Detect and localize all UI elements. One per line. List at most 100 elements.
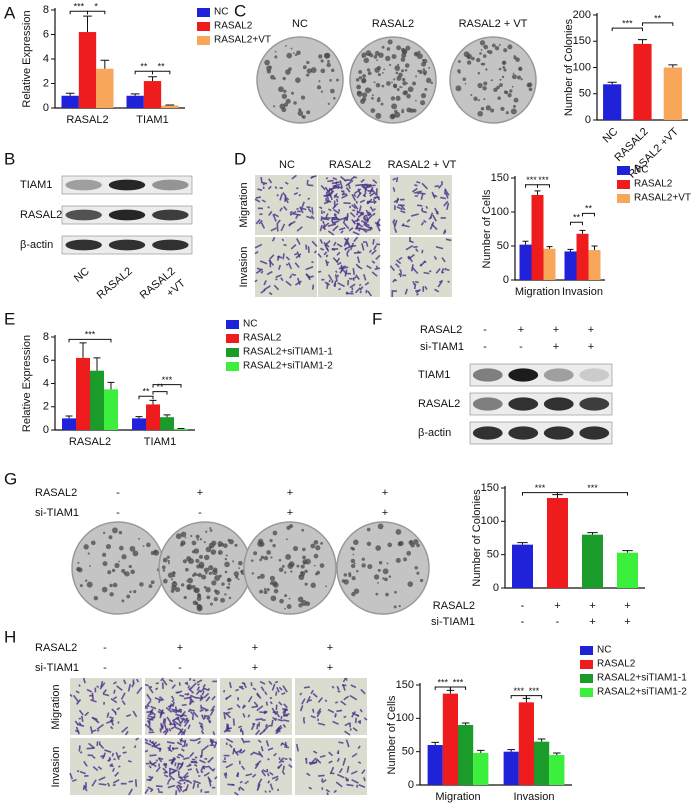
- micrograph: [70, 678, 142, 735]
- blot-band: [472, 368, 503, 382]
- cell: [99, 682, 106, 690]
- cell: [447, 280, 450, 283]
- cell: [358, 283, 362, 287]
- cell: [338, 768, 343, 774]
- cell: [209, 708, 215, 716]
- cell: [331, 186, 340, 190]
- colony: [224, 561, 230, 568]
- colony: [93, 595, 99, 601]
- cell: [182, 771, 189, 779]
- cell: [325, 247, 329, 251]
- cell: [420, 207, 424, 212]
- cell: [82, 784, 86, 791]
- cell: [171, 746, 175, 751]
- cell: [360, 220, 368, 224]
- error-bar: [522, 240, 529, 245]
- colony: [129, 590, 132, 594]
- colony: [197, 593, 201, 597]
- y-tick-label: 100: [396, 712, 414, 724]
- legend-label: RASAL2+VT: [214, 35, 271, 46]
- error-bar: [477, 749, 485, 753]
- colony: [237, 560, 243, 566]
- colony: [108, 535, 113, 540]
- cell: [267, 780, 271, 784]
- cell: [260, 222, 266, 229]
- cell: [281, 692, 286, 695]
- colony: [205, 586, 211, 593]
- colony: [138, 537, 141, 540]
- cell: [332, 177, 338, 181]
- significance-label: ***: [438, 677, 449, 687]
- cell: [421, 210, 427, 214]
- cell: [180, 717, 186, 721]
- cell: [194, 756, 198, 759]
- cell: [171, 684, 176, 690]
- cell: [174, 720, 182, 727]
- colony: [102, 531, 106, 535]
- colony: [370, 108, 376, 113]
- cell: [211, 695, 216, 701]
- cell: [146, 700, 152, 706]
- colony: [263, 555, 269, 561]
- cell: [312, 708, 315, 713]
- y-axis-label: Number of Cells: [481, 189, 493, 268]
- cell: [341, 684, 347, 687]
- colony: [404, 63, 410, 68]
- cell: [107, 758, 112, 762]
- y-tick-label: 100: [573, 61, 591, 73]
- colony: [224, 570, 228, 574]
- cell: [200, 694, 203, 700]
- colony: [527, 82, 533, 88]
- cell: [311, 284, 315, 290]
- cell: [273, 213, 279, 218]
- cell: [229, 682, 232, 689]
- cell: [179, 737, 183, 743]
- cell: [199, 724, 204, 731]
- significance-label: ***: [529, 686, 540, 696]
- cell: [283, 708, 288, 712]
- cell: [365, 289, 368, 294]
- colony: [199, 538, 203, 541]
- condition-sign: +: [382, 487, 388, 499]
- cell: [175, 785, 181, 793]
- colony: [203, 541, 206, 544]
- cell: [96, 723, 105, 730]
- colony: [269, 575, 276, 582]
- colony: [401, 110, 405, 114]
- cell: [346, 783, 354, 787]
- cell: [269, 696, 273, 700]
- cell: [266, 772, 270, 777]
- condition-sign: +: [554, 600, 560, 612]
- colony: [150, 580, 155, 585]
- cell: [299, 692, 303, 696]
- cell: [238, 787, 241, 791]
- blot-band: [543, 368, 574, 382]
- significance-label: ***: [526, 175, 537, 185]
- significance-bracket: [557, 492, 628, 496]
- cell: [376, 221, 381, 227]
- cell: [200, 770, 204, 774]
- colony: [259, 558, 262, 562]
- cell: [269, 701, 273, 705]
- cell: [86, 747, 95, 750]
- colony: [373, 574, 380, 580]
- cell: [184, 681, 189, 686]
- cell: [144, 683, 149, 687]
- cell: [144, 705, 150, 708]
- bar: [564, 251, 577, 280]
- cell: [168, 679, 174, 683]
- colony: [406, 93, 411, 99]
- blot-band: [579, 426, 610, 440]
- colony: [270, 74, 275, 80]
- cell: [265, 701, 269, 706]
- cell: [308, 699, 313, 702]
- cell: [445, 192, 449, 199]
- colony: [377, 96, 381, 100]
- colony: [462, 77, 467, 82]
- colony: [310, 543, 316, 549]
- bar: [531, 195, 544, 280]
- cell: [189, 708, 195, 712]
- colony: [505, 111, 509, 115]
- cell: [351, 194, 357, 202]
- colony: [306, 68, 312, 74]
